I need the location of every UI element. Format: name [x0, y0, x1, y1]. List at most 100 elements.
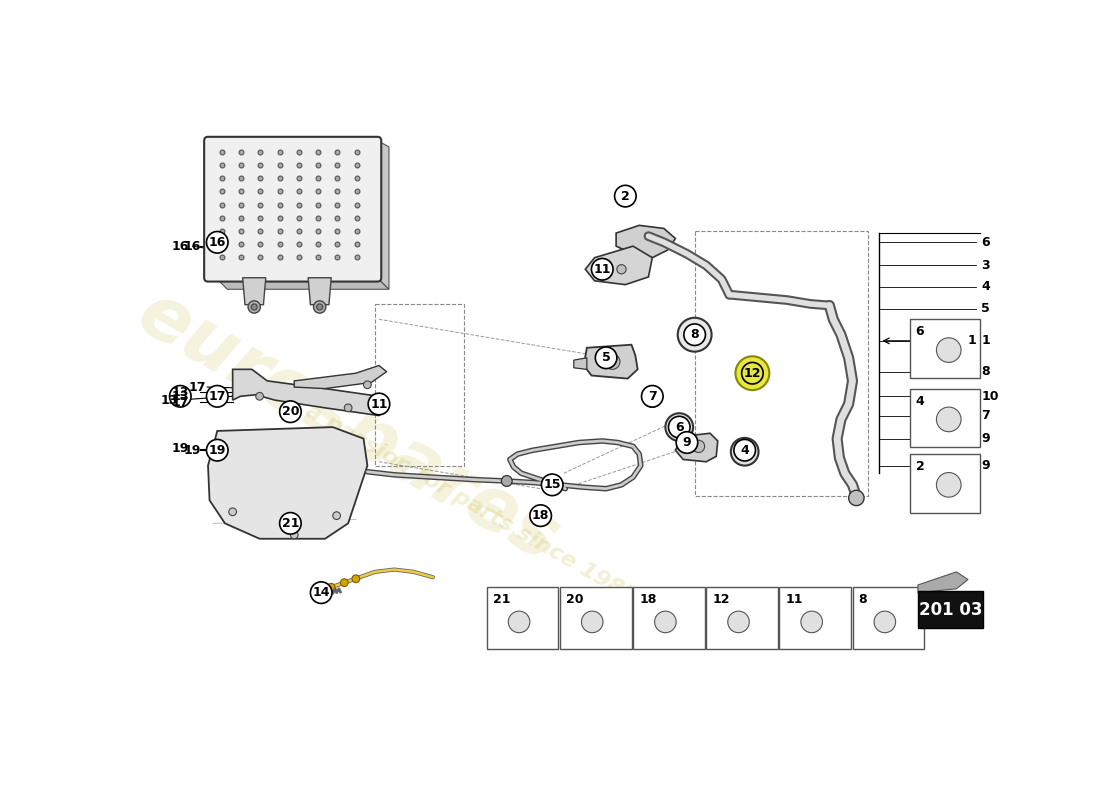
Circle shape: [669, 416, 690, 438]
Circle shape: [742, 363, 762, 383]
Circle shape: [641, 386, 663, 407]
Bar: [706, 587, 778, 649]
Circle shape: [551, 479, 561, 490]
Text: 7: 7: [981, 409, 990, 422]
Text: 17: 17: [209, 390, 226, 403]
Text: 15: 15: [543, 478, 561, 491]
Text: 201 03: 201 03: [918, 601, 982, 618]
Text: 8: 8: [859, 594, 867, 606]
Circle shape: [341, 578, 349, 586]
Text: 9: 9: [683, 436, 691, 449]
Text: 19: 19: [184, 444, 201, 457]
Circle shape: [692, 440, 705, 453]
Text: 12: 12: [713, 594, 730, 606]
Circle shape: [363, 381, 372, 389]
Text: 16: 16: [209, 236, 226, 249]
Circle shape: [737, 444, 752, 459]
Polygon shape: [585, 246, 652, 285]
Circle shape: [352, 575, 360, 582]
Polygon shape: [584, 345, 638, 378]
Circle shape: [684, 325, 705, 345]
Polygon shape: [208, 427, 367, 538]
Circle shape: [328, 583, 336, 591]
Polygon shape: [574, 358, 587, 370]
Text: 13: 13: [161, 394, 178, 406]
Circle shape: [255, 393, 264, 400]
Text: 18: 18: [532, 509, 549, 522]
Bar: [375, 304, 464, 466]
Text: 12: 12: [744, 366, 761, 380]
Circle shape: [849, 490, 865, 506]
Circle shape: [592, 258, 613, 280]
Bar: [911, 319, 979, 378]
Circle shape: [801, 611, 823, 633]
Circle shape: [314, 301, 326, 313]
Text: 9: 9: [981, 432, 990, 445]
Circle shape: [595, 347, 617, 369]
Circle shape: [617, 265, 626, 274]
Text: a passion for parts since 1985: a passion for parts since 1985: [302, 401, 640, 607]
Circle shape: [207, 386, 228, 407]
Circle shape: [279, 513, 301, 534]
Circle shape: [310, 582, 332, 603]
Text: 17: 17: [188, 381, 206, 394]
Text: 6: 6: [915, 326, 924, 338]
Text: 11: 11: [594, 262, 610, 276]
Circle shape: [251, 304, 257, 310]
Circle shape: [279, 401, 301, 422]
Circle shape: [368, 394, 389, 414]
Circle shape: [229, 508, 236, 516]
Bar: [486, 587, 559, 649]
Text: 8: 8: [981, 365, 990, 378]
Circle shape: [684, 324, 705, 346]
Circle shape: [736, 356, 769, 390]
Text: 1: 1: [968, 334, 977, 347]
Circle shape: [728, 611, 749, 633]
Bar: [911, 454, 979, 513]
Text: 11: 11: [371, 398, 387, 410]
Text: 4: 4: [915, 394, 924, 408]
Circle shape: [317, 304, 322, 310]
Circle shape: [541, 474, 563, 496]
Text: 20: 20: [566, 594, 584, 606]
Polygon shape: [243, 278, 266, 305]
Text: 13: 13: [172, 386, 189, 399]
Text: 5: 5: [981, 302, 990, 315]
Circle shape: [582, 611, 603, 633]
FancyBboxPatch shape: [205, 137, 382, 282]
Circle shape: [666, 414, 693, 441]
Text: eurospares: eurospares: [124, 277, 572, 578]
Text: 17: 17: [172, 396, 189, 409]
Text: 8: 8: [691, 328, 698, 341]
Bar: [917, 591, 983, 628]
Bar: [852, 587, 924, 649]
Text: 6: 6: [675, 421, 683, 434]
Polygon shape: [917, 572, 968, 593]
Text: 7: 7: [648, 390, 657, 403]
Circle shape: [169, 386, 191, 407]
Circle shape: [344, 404, 352, 412]
Polygon shape: [308, 278, 331, 305]
Circle shape: [644, 389, 661, 407]
Bar: [779, 587, 851, 649]
Text: 18: 18: [639, 594, 657, 606]
Text: 9: 9: [981, 459, 990, 472]
Circle shape: [249, 301, 261, 313]
Text: 21: 21: [282, 517, 299, 530]
Bar: [560, 587, 631, 649]
Text: 14: 14: [312, 586, 330, 599]
Polygon shape: [675, 434, 717, 462]
Circle shape: [671, 419, 686, 435]
Circle shape: [741, 362, 763, 384]
Circle shape: [676, 432, 697, 454]
Bar: [634, 587, 705, 649]
Text: 4: 4: [981, 281, 990, 294]
Circle shape: [648, 394, 657, 402]
Circle shape: [530, 505, 551, 526]
Text: 2: 2: [621, 190, 629, 202]
Circle shape: [207, 439, 228, 461]
Text: 5: 5: [602, 351, 610, 364]
Polygon shape: [616, 226, 675, 258]
Text: 11: 11: [785, 594, 803, 606]
Circle shape: [734, 439, 756, 461]
